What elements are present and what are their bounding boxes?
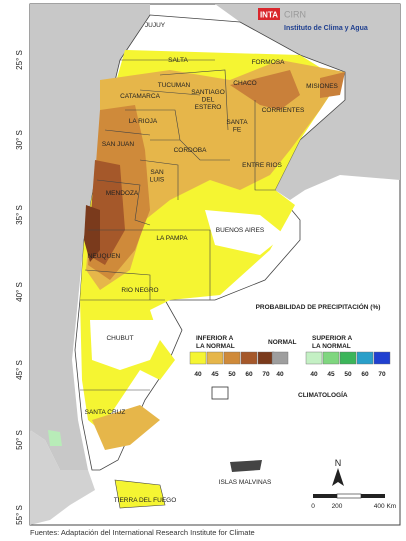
- scale-bar: [336, 493, 362, 499]
- province-label: LA RIOJA: [129, 118, 158, 125]
- malvinas: [230, 460, 262, 472]
- latitude-label: 55° S: [15, 505, 24, 525]
- neighbours-east: [215, 4, 400, 200]
- province-label: CHACO: [233, 80, 256, 87]
- province-label: JUJUY: [145, 22, 166, 29]
- scale-label: 0: [311, 503, 315, 510]
- province-label: CATAMARCA: [120, 93, 161, 100]
- legend-swatch: [240, 351, 258, 365]
- province-label: CORDOBA: [174, 147, 208, 154]
- province-label: FE: [233, 127, 242, 134]
- chile: [30, 4, 150, 470]
- legend-label: LA NORMAL: [196, 343, 235, 350]
- chile-south: [30, 430, 95, 525]
- north-label: N: [335, 458, 342, 468]
- legend-swatch: [339, 351, 357, 365]
- latitude-label: 30° S: [15, 130, 24, 150]
- legend-tick: 40: [276, 371, 284, 378]
- latitude-label: 45° S: [15, 360, 24, 380]
- latitude-label: 25° S: [15, 50, 24, 70]
- legend-swatch: [271, 351, 289, 365]
- logo-inta: INTA: [260, 11, 278, 20]
- province-label: NEUQUEN: [88, 253, 121, 260]
- legend-swatch: [373, 351, 391, 365]
- footer: Fuentes: Adaptación del International Re…: [30, 528, 255, 537]
- province-label: CORRIENTES: [262, 107, 305, 114]
- province-label: SANTA CRUZ: [85, 409, 126, 416]
- legend-tick: 40: [310, 371, 318, 378]
- legend-tick: 40: [194, 371, 202, 378]
- legend-label: NORMAL: [268, 339, 297, 346]
- province-label: ESTERO: [195, 104, 222, 111]
- province-label: BUENOS AIRES: [216, 227, 265, 234]
- province-label: SAN: [150, 169, 164, 176]
- legend-label: INFERIOR A: [196, 335, 234, 342]
- zone-above-40: [48, 430, 62, 446]
- climatology-ba: [205, 210, 285, 255]
- province-label: TUCUMAN: [158, 82, 191, 89]
- latitude-label: 40° S: [15, 282, 24, 302]
- latitude-label: 50° S: [15, 430, 24, 450]
- province-label: SALTA: [168, 57, 188, 64]
- legend-swatch: [356, 351, 374, 365]
- legend-tick: 70: [378, 371, 386, 378]
- province-label: LUIS: [150, 177, 165, 184]
- logo-cirn: CIRN: [284, 10, 306, 20]
- scale-label: 200: [332, 503, 343, 510]
- province-label: DEL: [202, 97, 215, 104]
- north-arrow: [332, 468, 344, 486]
- province-label: SAN JUAN: [102, 141, 134, 148]
- scale-bar: [361, 494, 385, 498]
- scale-bar: [313, 494, 337, 498]
- latitude-label: 35° S: [15, 205, 24, 225]
- legend-tick: 60: [245, 371, 253, 378]
- climatology-label: CLIMATOLOGÍA: [298, 390, 348, 399]
- province-label: SANTIAGO: [191, 89, 225, 96]
- province-label: FORMOSA: [252, 59, 286, 66]
- legend-title: PROBABILIDAD DE PRECIPITACIÓN (%): [256, 302, 381, 311]
- province-label: SANTA: [226, 119, 248, 126]
- province-borders: [80, 59, 275, 391]
- legend-tick: 50: [344, 371, 352, 378]
- legend-swatch: [305, 351, 323, 365]
- legend-swatch: [189, 351, 207, 365]
- scale-label: 400 Km: [374, 503, 396, 510]
- province-label: RIO NEGRO: [121, 287, 158, 294]
- legend-tick: 70: [262, 371, 270, 378]
- legend-swatch: [257, 351, 275, 365]
- institute: Instituto de Clima y Agua: [284, 25, 368, 32]
- zone-50-ne: [230, 70, 345, 110]
- logo-inta-box: [258, 8, 280, 20]
- province-label: ENTRE RIOS: [242, 162, 282, 169]
- zone-70: [84, 205, 100, 262]
- climatology-chubut: [90, 320, 170, 370]
- province-label: MENDOZA: [106, 190, 139, 197]
- province-label: LA PAMPA: [156, 235, 188, 242]
- legend-tick: 60: [361, 371, 369, 378]
- climatology-swatch: [211, 386, 229, 400]
- legend-tick: 50: [228, 371, 236, 378]
- legend-label: LA NORMAL: [312, 343, 351, 350]
- legend-label: SUPERIOR A: [312, 335, 353, 342]
- zone-45-sc: [92, 405, 160, 450]
- province-label: MISIONES: [306, 83, 338, 90]
- legend-tick: 45: [327, 371, 335, 378]
- province-label: ISLAS MALVINAS: [219, 479, 272, 486]
- tierra-del-fuego: [114, 479, 166, 509]
- legend-tick: 45: [211, 371, 219, 378]
- legend-swatch: [322, 351, 340, 365]
- province-label: TIERRA DEL FUEGO: [114, 497, 177, 504]
- zone-45: [86, 60, 345, 290]
- province-label: CHUBUT: [106, 335, 133, 342]
- legend-swatch: [223, 351, 241, 365]
- legend-swatch: [206, 351, 224, 365]
